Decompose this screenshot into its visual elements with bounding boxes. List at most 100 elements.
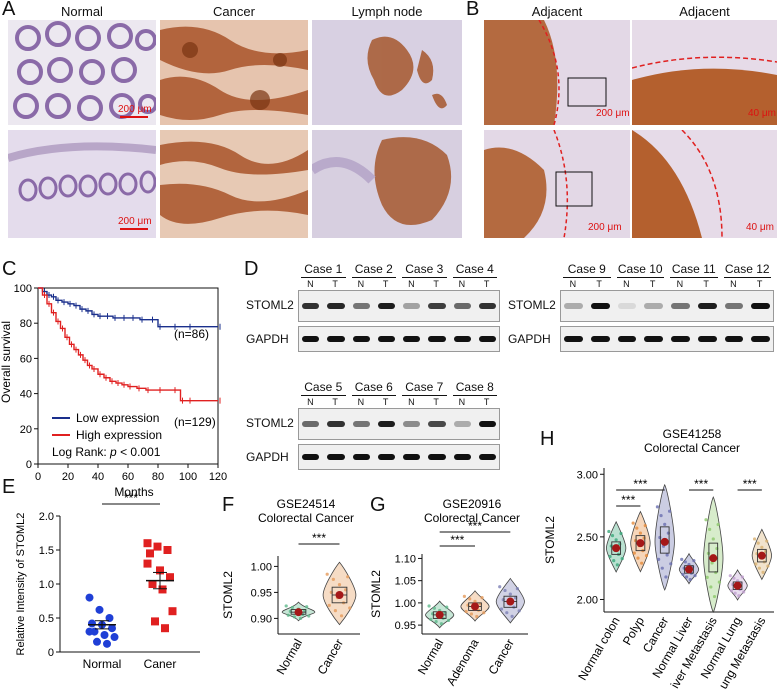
band-stoml2 xyxy=(327,421,345,427)
case-label: Case 9 xyxy=(567,262,606,276)
y-tick-label: 0.5 xyxy=(39,613,54,625)
data-point xyxy=(710,561,714,565)
dot-plot-e: 0 0.5 1.0 1.5 2.0 Relative Intensity of STOML… xyxy=(15,491,200,671)
data-point xyxy=(660,566,664,570)
case-label: Case 10 xyxy=(617,262,663,276)
case-underline xyxy=(351,277,396,278)
data-point xyxy=(517,609,521,613)
band-gapdh xyxy=(377,336,395,342)
band-gapdh xyxy=(478,454,496,460)
data-point xyxy=(607,529,611,534)
median-point xyxy=(636,539,645,548)
blot-stoml2 xyxy=(560,290,774,322)
band-gapdh xyxy=(671,336,690,342)
data-point xyxy=(659,513,663,518)
data-point xyxy=(716,522,720,527)
header-lymph-node: Lymph node xyxy=(351,4,423,19)
data-point xyxy=(667,509,672,513)
data-point xyxy=(631,521,635,525)
data-point xyxy=(434,619,438,624)
lane-t: T xyxy=(332,397,338,407)
data-point xyxy=(163,546,172,554)
data-point xyxy=(290,605,294,610)
y-tick-label: 1.00 xyxy=(251,561,272,573)
y-tick-label: 2.50 xyxy=(577,532,598,544)
data-point xyxy=(712,594,717,599)
data-point xyxy=(752,537,757,541)
median-point xyxy=(733,581,742,590)
data-point xyxy=(754,562,758,566)
y-axis-label: Overall survival xyxy=(0,321,13,403)
chart-subtitle: Colorectal Cancer xyxy=(424,511,520,525)
data-point xyxy=(88,619,96,628)
histology-lymph-top xyxy=(312,20,462,125)
data-point xyxy=(766,564,770,568)
log-rank-text: Log Rank: p < 0.001 xyxy=(52,445,161,459)
chart-title: GSE41258 xyxy=(663,427,722,441)
data-point xyxy=(742,590,746,594)
data-point xyxy=(292,615,296,619)
lane-t: T xyxy=(756,279,763,289)
data-point xyxy=(100,631,109,639)
median-point xyxy=(335,591,344,599)
median-point xyxy=(709,554,718,563)
legend-label: Low expression xyxy=(76,411,159,425)
panel-label-f: F xyxy=(222,494,235,516)
box xyxy=(611,541,621,555)
x-tick-label: Normal colon xyxy=(575,615,622,683)
median-point xyxy=(294,608,303,617)
band-gapdh xyxy=(428,454,446,460)
data-point xyxy=(475,614,479,619)
scale-label: 200 μm xyxy=(588,222,622,233)
data-point xyxy=(683,560,687,564)
median-point xyxy=(660,537,669,546)
header-cancer: Cancer xyxy=(213,4,255,19)
band-gapdh xyxy=(302,454,320,460)
band-stoml2 xyxy=(697,303,717,309)
box xyxy=(659,526,670,554)
band-stoml2 xyxy=(617,303,637,309)
lane-t: T xyxy=(433,279,439,289)
data-point xyxy=(166,573,174,582)
data-point xyxy=(706,551,711,555)
band-stoml2 xyxy=(428,303,446,309)
band-stoml2 xyxy=(478,303,496,309)
case-underline xyxy=(563,277,611,278)
data-point xyxy=(108,624,116,633)
chart-title: GSE24514 xyxy=(277,497,336,511)
lane-n: N xyxy=(458,279,466,289)
band-gapdh xyxy=(617,336,637,342)
x-tick-label: Normal xyxy=(83,657,122,671)
y-axis-label: STOML2 xyxy=(221,571,235,619)
band-stoml2 xyxy=(302,303,320,309)
data-point xyxy=(446,618,451,623)
annotation-n129: (n=129) xyxy=(174,415,216,429)
data-point xyxy=(85,627,94,636)
data-point xyxy=(515,586,519,591)
lane-n: N xyxy=(730,279,737,289)
band-stoml2 xyxy=(403,421,421,427)
data-point xyxy=(110,633,119,642)
panel-label-g: G xyxy=(370,494,386,516)
panel-label-a: A xyxy=(2,0,16,20)
data-point xyxy=(737,594,741,598)
header-adjacent-left: Adjacent xyxy=(531,4,583,19)
band-stoml2 xyxy=(724,303,744,309)
data-point xyxy=(469,612,474,616)
box xyxy=(331,586,348,604)
x-tick-label: 120 xyxy=(209,471,227,483)
x-tick-label: 80 xyxy=(152,471,164,483)
panel-label-d: D xyxy=(244,258,259,280)
y-tick-label: 80 xyxy=(20,318,32,330)
x-tick-label: Cancer xyxy=(315,637,346,678)
case-label: Case 1 xyxy=(304,262,343,276)
data-point xyxy=(503,588,507,593)
scale-label: 200 μm xyxy=(596,108,630,119)
case-underline xyxy=(723,277,771,278)
data-point xyxy=(348,606,352,610)
y-tick-label: 1.5 xyxy=(39,545,54,557)
data-point xyxy=(85,593,94,602)
scale-label: 40 μm xyxy=(748,108,776,119)
band-stoml2 xyxy=(352,303,370,309)
